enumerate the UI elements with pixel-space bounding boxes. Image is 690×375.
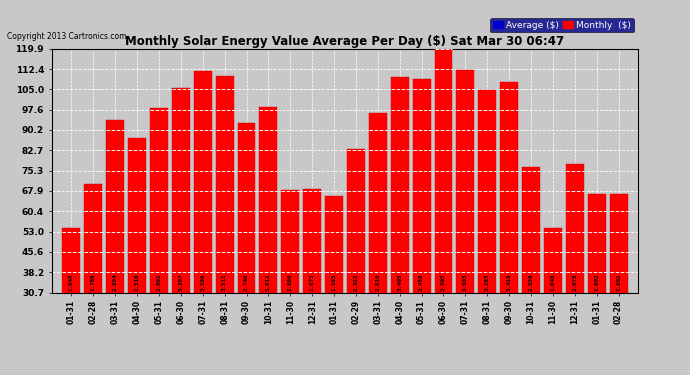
Bar xyxy=(282,190,299,292)
Bar xyxy=(435,46,453,292)
Bar xyxy=(609,194,627,292)
Text: 1.660: 1.660 xyxy=(288,274,293,291)
Bar xyxy=(303,189,321,292)
Text: 2.322: 2.322 xyxy=(353,274,358,291)
Text: Copyright 2013 Cartronics.com: Copyright 2013 Cartronics.com xyxy=(7,32,126,41)
Text: 1.675: 1.675 xyxy=(310,274,315,291)
Text: 2.748: 2.748 xyxy=(244,274,249,291)
Bar xyxy=(128,138,146,292)
Bar xyxy=(106,120,124,292)
Text: 3.307: 3.307 xyxy=(179,274,184,291)
Bar xyxy=(566,164,584,292)
Text: 2.991: 2.991 xyxy=(157,274,161,291)
Text: 3.419: 3.419 xyxy=(506,274,511,291)
Text: 3.011: 3.011 xyxy=(266,274,271,291)
Bar xyxy=(194,71,212,292)
Text: 1.602: 1.602 xyxy=(616,274,621,291)
Text: 3.995: 3.995 xyxy=(441,274,446,291)
Legend: Average ($), Monthly  ($): Average ($), Monthly ($) xyxy=(490,18,633,32)
Text: 1.602: 1.602 xyxy=(594,274,599,291)
Bar xyxy=(369,113,387,292)
Text: 3.511: 3.511 xyxy=(222,274,227,291)
Bar xyxy=(347,149,365,292)
Bar xyxy=(456,70,474,292)
Bar xyxy=(63,228,81,292)
Bar xyxy=(588,194,606,292)
Bar xyxy=(500,82,518,292)
Bar xyxy=(478,90,496,292)
Text: 1.565: 1.565 xyxy=(332,274,337,291)
Text: 1.760: 1.760 xyxy=(91,274,96,291)
Bar xyxy=(325,196,343,292)
Text: 1.048: 1.048 xyxy=(69,274,74,291)
Bar xyxy=(216,76,234,292)
Text: 2.804: 2.804 xyxy=(112,274,118,291)
Bar xyxy=(522,167,540,292)
Title: Monthly Solar Energy Value Average Per Day ($) Sat Mar 30 06:47: Monthly Solar Energy Value Average Per D… xyxy=(126,34,564,48)
Text: 3.586: 3.586 xyxy=(200,274,205,291)
Bar xyxy=(544,228,562,292)
Bar xyxy=(259,107,277,292)
Text: 3.603: 3.603 xyxy=(463,274,468,291)
Bar xyxy=(84,184,102,292)
Text: 2.078: 2.078 xyxy=(572,274,578,291)
Text: 3.283: 3.283 xyxy=(485,274,490,291)
Text: 2.510: 2.510 xyxy=(135,274,139,291)
Text: 3.458: 3.458 xyxy=(419,274,424,291)
Bar xyxy=(150,108,168,292)
Text: 1.048: 1.048 xyxy=(551,274,555,291)
Bar xyxy=(391,77,408,292)
Text: 2.036: 2.036 xyxy=(529,274,533,291)
Bar xyxy=(172,88,190,292)
Bar xyxy=(237,123,255,292)
Text: 2.910: 2.910 xyxy=(375,274,380,291)
Text: 3.495: 3.495 xyxy=(397,274,402,291)
Bar xyxy=(413,79,431,292)
